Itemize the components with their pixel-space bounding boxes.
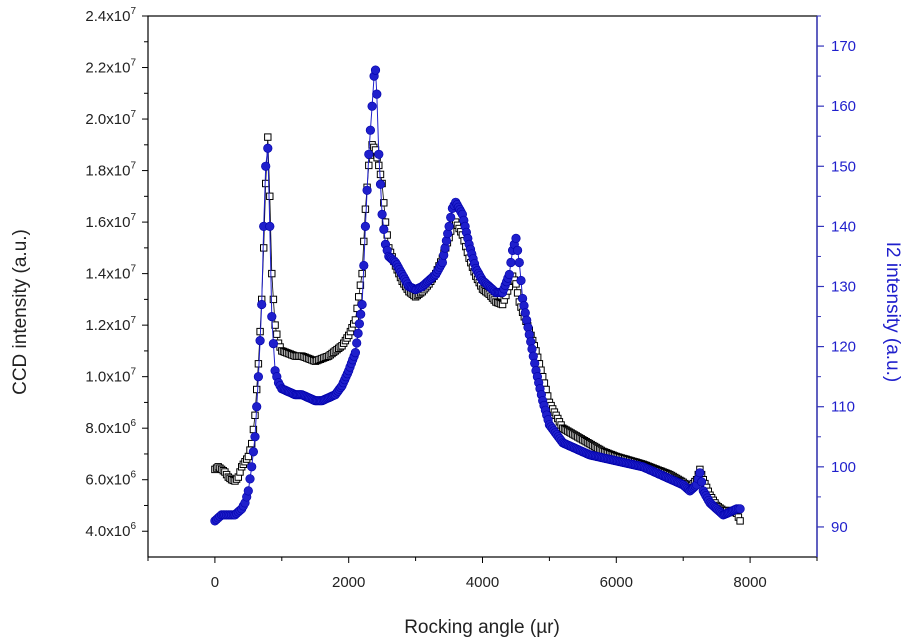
y-right-tick-label: 90 bbox=[831, 519, 848, 536]
ccd-point bbox=[358, 269, 366, 278]
i2-point bbox=[353, 328, 363, 339]
y-right-axis-title: I2 intensity (a.u.) bbox=[882, 242, 903, 382]
ccd-point bbox=[380, 199, 388, 207]
y-left-tick-label: 2.2x107 bbox=[85, 58, 136, 77]
y-left-tick-label: 4.0x106 bbox=[85, 521, 136, 540]
i2-point bbox=[265, 221, 275, 231]
y-right-tick-label: 120 bbox=[831, 339, 856, 356]
ccd-point bbox=[356, 281, 365, 289]
series-i2-marks bbox=[210, 65, 745, 526]
y-left-tick-label: 1.2x107 bbox=[85, 315, 136, 334]
ccd-point bbox=[273, 330, 281, 338]
i2-point bbox=[352, 338, 362, 348]
i2-point bbox=[252, 402, 262, 412]
i2-point bbox=[370, 65, 381, 75]
i2-point bbox=[357, 299, 367, 310]
y-left-tick-label: 1.0x107 bbox=[85, 367, 136, 386]
i2-point bbox=[512, 245, 523, 255]
y-left-tick-label: 8.0x106 bbox=[85, 418, 136, 437]
i2-point bbox=[257, 299, 267, 310]
ccd-point bbox=[360, 237, 368, 246]
i2-point bbox=[375, 179, 386, 189]
ccd-point bbox=[361, 205, 370, 213]
i2-point bbox=[253, 372, 263, 382]
i2-point bbox=[247, 462, 257, 472]
series-ccd-marks bbox=[211, 133, 744, 525]
x-axis-title: Rocking angle (µr) bbox=[404, 617, 560, 638]
i2-point bbox=[365, 125, 376, 135]
y-right-tick-label: 130 bbox=[831, 279, 856, 296]
i2-point bbox=[248, 447, 258, 457]
i2-point bbox=[511, 233, 521, 243]
ccd-point bbox=[264, 133, 272, 141]
i2-point bbox=[446, 212, 456, 222]
ccd-point bbox=[736, 517, 744, 525]
i2-point bbox=[359, 260, 369, 271]
i2-point bbox=[263, 143, 273, 153]
x-tick-label: 2000 bbox=[332, 574, 365, 591]
i2-point bbox=[695, 468, 705, 478]
i2-point bbox=[360, 221, 371, 231]
ccd-point bbox=[375, 161, 383, 170]
ccd-point bbox=[253, 385, 261, 394]
x-tick-label: 0 bbox=[211, 574, 219, 591]
y-right-tick-label: 150 bbox=[831, 158, 856, 175]
series-i2-line bbox=[214, 69, 741, 522]
ccd-point bbox=[355, 293, 363, 301]
ccd-point bbox=[248, 439, 256, 448]
i2-point bbox=[245, 474, 255, 484]
ccd-point bbox=[254, 360, 263, 368]
y-right-tick-label: 160 bbox=[831, 98, 856, 115]
x-tick-label: 4000 bbox=[466, 574, 499, 591]
i2-point bbox=[516, 275, 526, 286]
i2-point bbox=[372, 89, 382, 99]
i2-point bbox=[354, 319, 365, 329]
x-tick-label: 8000 bbox=[733, 574, 766, 591]
i2-point bbox=[506, 257, 516, 268]
axis-ticks: 0 2000 4000 6000 8000 4.0x106 6.0x106 8.0x106 1.… bbox=[85, 6, 856, 591]
i2-point bbox=[735, 504, 745, 514]
i2-point bbox=[243, 486, 253, 496]
y-left-tick-label: 1.8x107 bbox=[85, 161, 136, 180]
i2-point bbox=[350, 348, 361, 358]
i2-point bbox=[514, 257, 524, 268]
y-right-tick-label: 170 bbox=[831, 38, 856, 55]
series-ccd-line bbox=[214, 137, 741, 522]
y-right-tick-label: 110 bbox=[831, 399, 855, 416]
i2-point bbox=[255, 336, 265, 346]
ccd-point bbox=[269, 295, 278, 304]
i2-point bbox=[374, 149, 384, 159]
i2-point bbox=[267, 312, 277, 322]
i2-point bbox=[364, 149, 374, 159]
x-tick-label: 6000 bbox=[600, 574, 633, 591]
y-left-tick-label: 1.4x107 bbox=[85, 264, 136, 283]
i2-point bbox=[268, 339, 279, 349]
y-right-tick-label: 140 bbox=[831, 218, 856, 235]
y-left-tick-label: 6.0x106 bbox=[85, 470, 136, 489]
i2-point bbox=[362, 185, 372, 195]
i2-point bbox=[367, 101, 377, 111]
i2-point bbox=[377, 209, 387, 219]
i2-point bbox=[379, 224, 389, 234]
i2-point bbox=[444, 221, 454, 231]
y-left-tick-label: 2.0x107 bbox=[85, 109, 136, 128]
y-right-tick-label: 100 bbox=[831, 459, 856, 476]
i2-point bbox=[696, 477, 707, 487]
i2-point bbox=[356, 309, 366, 319]
ccd-point bbox=[251, 411, 259, 420]
ccd-point bbox=[513, 289, 522, 297]
ccd-point bbox=[266, 192, 274, 201]
y-left-tick-label: 1.6x107 bbox=[85, 212, 136, 231]
ccd-point bbox=[268, 269, 276, 278]
i2-point bbox=[250, 432, 260, 442]
y-left-tick-label: 2.4x107 bbox=[85, 6, 136, 25]
i2-point bbox=[504, 269, 514, 280]
i2-point bbox=[261, 161, 271, 171]
y-left-axis-title: CCD intensity (a.u.) bbox=[10, 229, 31, 395]
